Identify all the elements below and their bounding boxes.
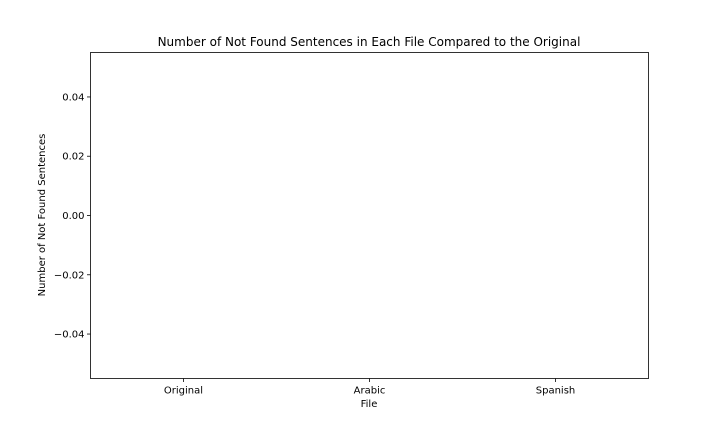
y-tick-label: 0.02 (62, 152, 84, 163)
y-axis-label: Number of Not Found Sentences (37, 134, 48, 297)
chart-title: Number of Not Found Sentences in Each Fi… (158, 35, 581, 49)
y-tick-label: 0.00 (62, 211, 84, 222)
y-axis-ticks: 0.04 0.02 0.00 −0.02 −0.04 (54, 92, 91, 341)
x-tick-label: Spanish (536, 386, 576, 397)
x-tick-label: Original (164, 386, 203, 397)
x-tick-label: Arabic (354, 386, 386, 397)
y-tick-label: 0.04 (62, 92, 84, 103)
plot-area-frame (90, 52, 649, 379)
x-axis-ticks: Original Arabic Spanish (164, 378, 576, 397)
y-tick-label: −0.02 (54, 270, 85, 281)
y-tick-label: −0.04 (54, 330, 85, 341)
x-axis-label: File (361, 399, 378, 410)
